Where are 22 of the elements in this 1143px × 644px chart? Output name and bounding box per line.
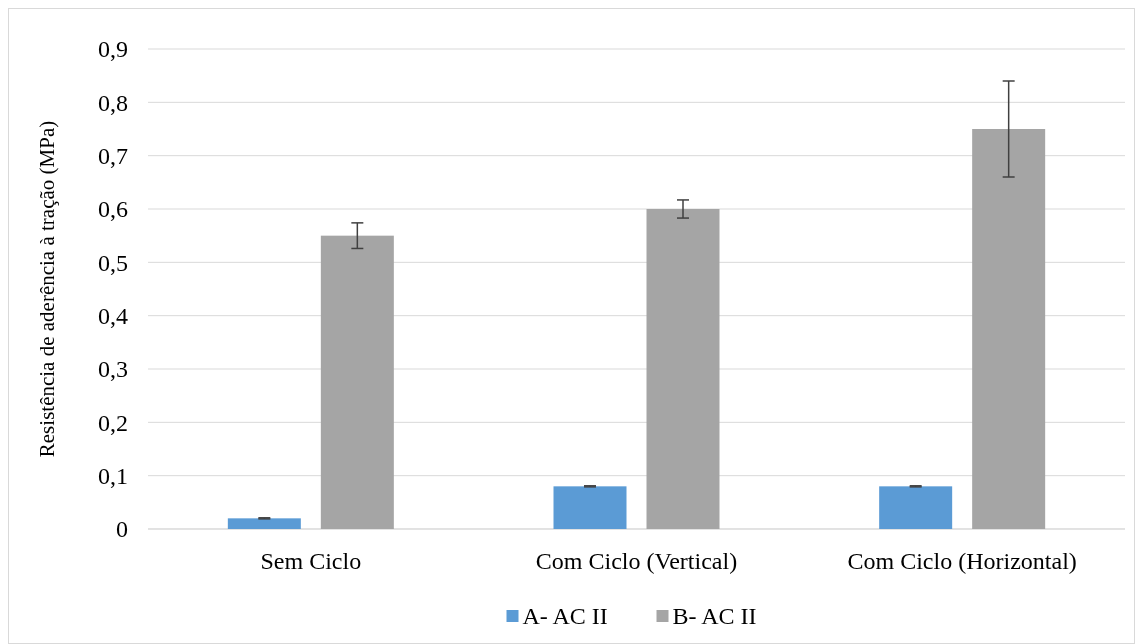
y-tick-label: 0,9	[98, 36, 128, 63]
bar	[553, 486, 627, 529]
bar	[879, 486, 953, 529]
y-tick-label: 0,8	[98, 89, 128, 116]
y-tick-label: 0,6	[98, 196, 128, 223]
bar	[972, 129, 1046, 529]
x-tick-label: Sem Ciclo	[260, 548, 362, 574]
y-tick-label: 0,7	[98, 143, 128, 170]
y-tick-label: 0,4	[98, 303, 128, 330]
legend-label: B- AC II	[672, 603, 757, 630]
x-tick-label: Com Ciclo (Vertical)	[535, 548, 738, 574]
bar	[320, 235, 394, 529]
y-tick-label: 0	[116, 516, 128, 543]
y-tick-label: 0,2	[98, 409, 128, 436]
y-tick-label: 0,5	[98, 249, 128, 276]
bar	[227, 518, 301, 529]
x-tick-label: Com Ciclo (Horizontal)	[847, 548, 1077, 574]
y-tick-label: 0,3	[98, 356, 128, 383]
bar	[646, 209, 720, 529]
legend-label: A- AC II	[522, 603, 608, 630]
y-tick-label: 0,1	[98, 463, 128, 490]
y-axis-title: Resistência de aderência à tração (MPa)	[35, 120, 59, 458]
